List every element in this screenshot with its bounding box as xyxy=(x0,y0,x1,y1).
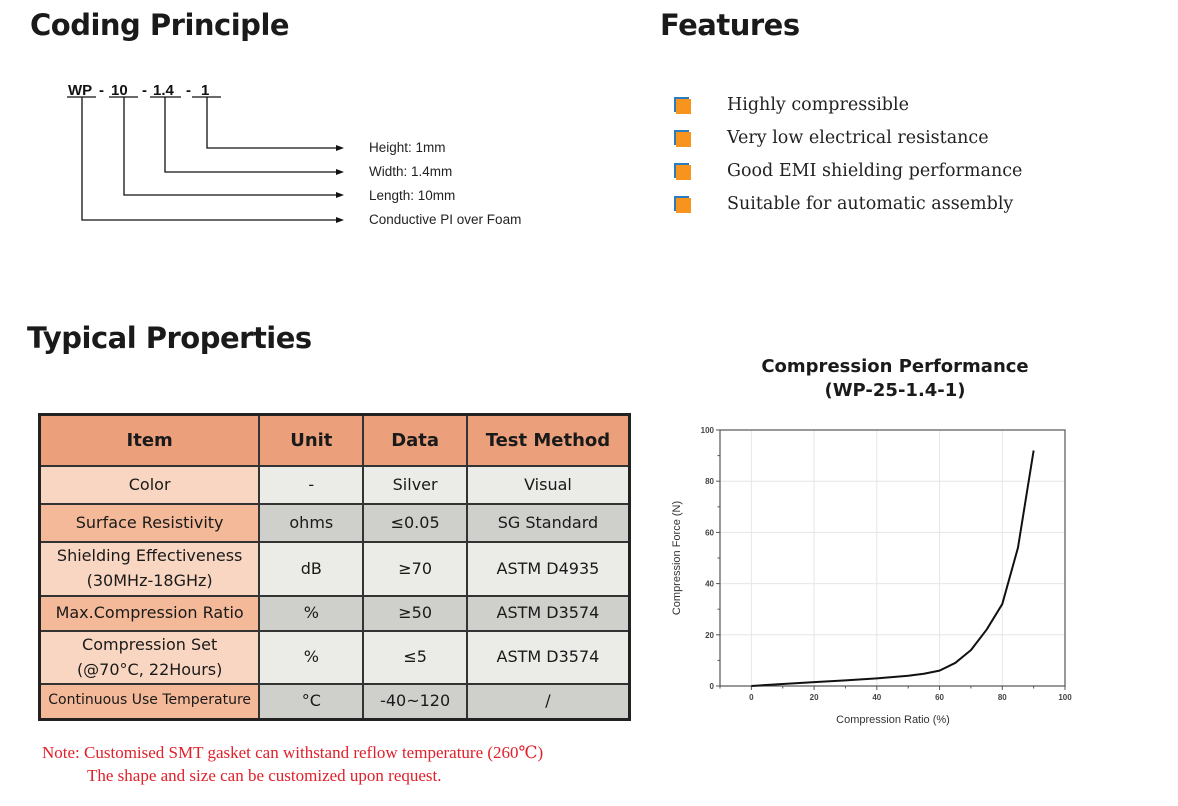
code-part-width: 1.4 xyxy=(153,82,175,99)
y-tick-label: 40 xyxy=(705,580,714,589)
header-unit: Unit xyxy=(258,413,365,467)
header-test-method: Test Method xyxy=(465,413,631,467)
width-label: Width: 1.4mm xyxy=(369,164,452,179)
cell-data: ≥70 xyxy=(362,541,468,597)
code-separator: - xyxy=(142,82,147,99)
cell-item: Surface Resistivity xyxy=(38,503,261,543)
table-row: Color - Silver Visual xyxy=(38,465,631,505)
coding-diagram: WP - 10 - 1.4 - 1 Height: 1mm Width: 1.4… xyxy=(67,82,521,227)
cell-data: ≤5 xyxy=(362,630,468,685)
cell-method: / xyxy=(465,683,631,720)
cell-unit: °C xyxy=(258,683,365,720)
header-item: Item xyxy=(38,413,261,467)
cell-item: Compression Set (@70°C, 22Hours) xyxy=(38,630,261,685)
code-separator: - xyxy=(186,82,191,99)
header-data: Data xyxy=(362,413,468,467)
cell-data: ≥50 xyxy=(362,595,468,632)
cell-unit: % xyxy=(258,630,365,685)
cell-method: SG Standard xyxy=(465,503,631,543)
plot-frame xyxy=(719,429,1066,687)
table-row: Max.Compression Ratio % ≥50 ASTM D3574 xyxy=(38,595,631,632)
cell-unit: % xyxy=(258,595,365,632)
bullet-square-icon xyxy=(676,99,691,114)
cell-data: Silver xyxy=(362,465,468,505)
bullet-square-icon xyxy=(676,198,691,213)
table-row: Shielding Effectiveness (30MHz-18GHz) dB … xyxy=(38,541,631,597)
cell-data: ≤0.05 xyxy=(362,503,468,543)
cell-method: ASTM D3574 xyxy=(465,630,631,685)
table-row: Compression Set (@70°C, 22Hours) % ≤5 AST… xyxy=(38,630,631,685)
coding-principle-title: Coding Principle xyxy=(30,8,290,42)
note-line-2: The shape and size can be customized upo… xyxy=(87,766,442,785)
table-row: Continuous Use Temperature °C -40~120 / xyxy=(38,683,631,720)
code-part-series: WP xyxy=(68,82,92,99)
x-tick-label: 60 xyxy=(935,693,944,702)
code-part-length: 10 xyxy=(111,82,128,99)
item-line: (30MHz-18GHz) xyxy=(86,571,213,590)
y-tick-label: 80 xyxy=(705,477,714,486)
table-header: Item Unit Data Test Method xyxy=(38,413,631,467)
x-tick-label: 0 xyxy=(749,693,754,702)
features-title: Features xyxy=(660,8,800,42)
cell-item: Max.Compression Ratio xyxy=(38,595,261,632)
y-tick-label: 100 xyxy=(701,426,715,435)
cell-method: ASTM D3574 xyxy=(465,595,631,632)
x-tick-label: 80 xyxy=(998,693,1007,702)
item-line: Shielding Effectiveness xyxy=(56,546,243,566)
item-line: Compression Set xyxy=(82,634,218,654)
cell-item: Shielding Effectiveness (30MHz-18GHz) xyxy=(38,541,261,597)
feature-text: Suitable for automatic assembly xyxy=(727,194,1014,214)
y-axis-label: Compression Force (N) xyxy=(671,501,683,615)
code-part-height: 1 xyxy=(201,82,209,99)
feature-text: Very low electrical resistance xyxy=(727,128,989,148)
bullet-square-icon xyxy=(676,132,691,147)
item-line: (@70°C, 22Hours) xyxy=(76,659,223,679)
chart-subtitle: (WP-25-1.4-1) xyxy=(824,380,966,401)
x-tick-label: 20 xyxy=(810,693,819,702)
properties-table: Item Unit Data Test Method Color - Silve… xyxy=(38,413,631,721)
height-label: Height: 1mm xyxy=(369,140,446,155)
cell-data: -40~120 xyxy=(362,683,468,720)
x-tick-label: 100 xyxy=(1058,693,1072,702)
compression-force-line xyxy=(751,450,1035,687)
y-tick-label: 20 xyxy=(705,631,714,640)
cell-method: ASTM D4935 xyxy=(465,541,631,597)
bullet-square-icon xyxy=(676,165,691,180)
cell-item: Continuous Use Temperature xyxy=(38,683,261,720)
y-tick-label: 60 xyxy=(705,528,714,537)
cell-unit: - xyxy=(258,465,365,505)
chart-title: Compression Performance xyxy=(761,356,1029,377)
x-axis-label: Compression Ratio (%) xyxy=(836,714,950,726)
x-tick-label: 40 xyxy=(872,693,881,702)
cell-unit: dB xyxy=(258,541,365,597)
material-label: Conductive PI over Foam xyxy=(369,212,521,227)
feature-text: Good EMI shielding performance xyxy=(727,161,1023,181)
cell-unit: ohms xyxy=(258,503,365,543)
code-separator: - xyxy=(99,82,104,99)
note-line-1: Note: Customised SMT gasket can withstan… xyxy=(42,743,544,762)
length-label: Length: 10mm xyxy=(369,188,455,203)
table-row: Surface Resistivity ohms ≤0.05 SG Standa… xyxy=(38,503,631,543)
typical-properties-title: Typical Properties xyxy=(27,321,312,355)
feature-text: Highly compressible xyxy=(727,95,909,115)
y-tick-label: 0 xyxy=(710,682,715,691)
cell-method: Visual xyxy=(465,465,631,505)
cell-item: Color xyxy=(38,465,261,505)
